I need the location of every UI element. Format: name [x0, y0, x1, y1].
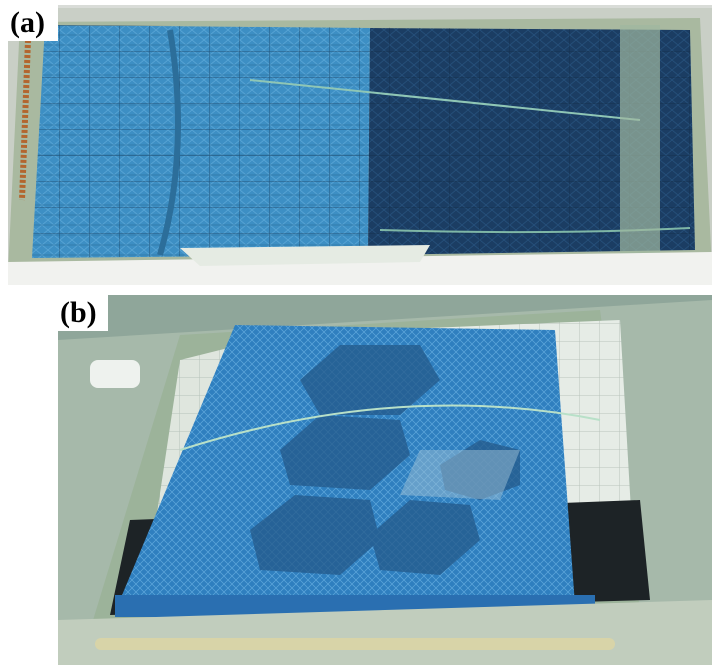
panel-label: (b) [60, 296, 97, 329]
tube-b [95, 638, 615, 650]
panel-label: (a) [10, 6, 45, 39]
page: (a) (b) (() => { const data = JSON.parse… [0, 0, 720, 665]
light-hex [400, 450, 520, 500]
connector-b [90, 360, 140, 388]
grid-a [32, 25, 695, 258]
resin-line-a [620, 25, 660, 265]
photo-b [58, 295, 712, 665]
figure: (a) (b) [0, 0, 720, 665]
photo-a [8, 5, 712, 285]
